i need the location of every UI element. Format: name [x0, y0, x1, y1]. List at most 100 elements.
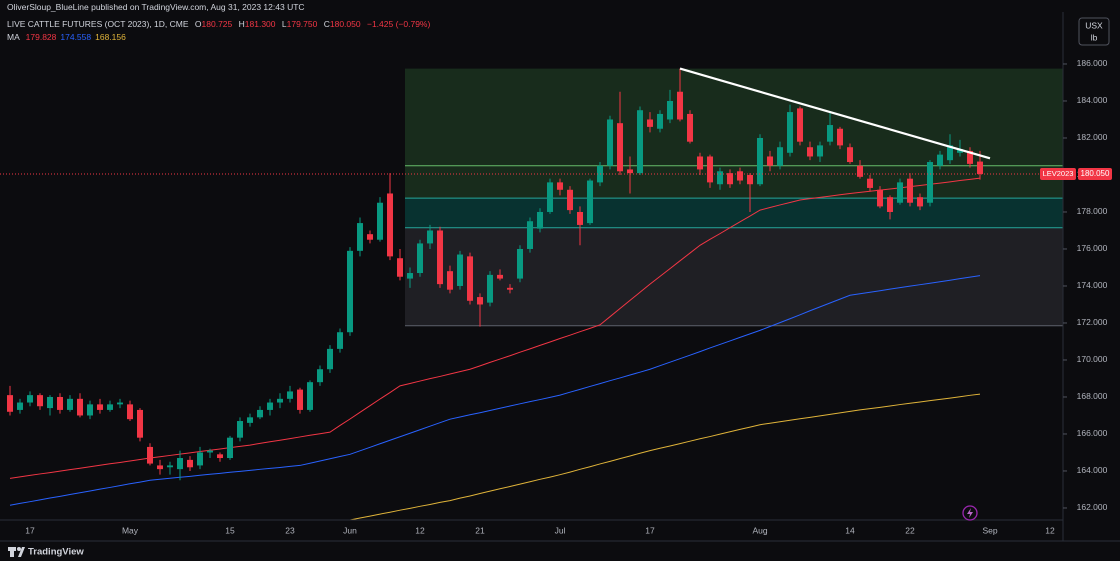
x-tick-label: 17 [25, 525, 35, 535]
candle-body [217, 454, 223, 459]
candle-body [467, 256, 473, 301]
y-tick-label: 174.000 [1077, 280, 1108, 290]
candle-body [577, 211, 583, 225]
candle-body [977, 161, 983, 175]
candle-body [847, 147, 853, 163]
candle-body [27, 395, 33, 403]
candle-body [287, 391, 293, 399]
candle-body [767, 156, 773, 166]
candle-body [7, 395, 13, 412]
candle-body [797, 108, 803, 142]
candle-body [757, 137, 763, 185]
ma-value: 174.558 [60, 32, 92, 42]
candle-body [267, 402, 273, 410]
candle-body [487, 274, 493, 303]
x-tick-label: 22 [905, 525, 915, 535]
x-tick-label: 12 [1045, 525, 1055, 535]
unit-label: lb [1091, 32, 1098, 42]
candle-body [247, 417, 253, 423]
candle-body [117, 402, 123, 405]
x-tick-label: Sep [982, 525, 997, 535]
candle-body [627, 169, 633, 174]
candle-body [587, 180, 593, 224]
candle-body [57, 396, 63, 410]
y-tick-label: 184.000 [1077, 95, 1108, 105]
y-tick-label: 172.000 [1077, 317, 1108, 327]
unit-label: USX [1085, 20, 1103, 30]
candle-body [437, 230, 443, 285]
candle-body [857, 165, 863, 177]
zone [405, 198, 1063, 228]
candle-body [387, 193, 393, 257]
symbol: LIVE CATTLE FUTURES (OCT 2023), 1D, CME [7, 19, 189, 29]
x-tick-label: 17 [645, 525, 655, 535]
candle-body [197, 452, 203, 466]
ohlc-value: 180.050 [329, 19, 361, 29]
x-tick-label: May [122, 525, 139, 535]
candle-body [407, 273, 413, 279]
candle-body [817, 145, 823, 157]
candle-body [147, 446, 153, 464]
candle-body [227, 437, 233, 459]
candle-body [667, 100, 673, 120]
x-tick-label: 23 [285, 525, 295, 535]
candle-body [377, 202, 383, 240]
candle-body [777, 147, 783, 166]
y-tick-label: 186.000 [1077, 58, 1108, 68]
ohlc-key: C [323, 19, 330, 29]
event-icon[interactable] [962, 505, 978, 521]
candle-body [427, 230, 433, 244]
y-tick-label: 178.000 [1077, 206, 1108, 216]
candle-body [207, 450, 213, 453]
ma-line [9, 275, 981, 506]
ma-line [9, 177, 981, 479]
candle-body [547, 182, 553, 212]
candle-body [37, 395, 43, 407]
candle-body [187, 459, 193, 468]
candle-body [807, 147, 813, 157]
candle-body [727, 173, 733, 185]
candle-body [537, 211, 543, 229]
candle-body [347, 250, 353, 333]
candle-body [457, 254, 463, 286]
candle-body [477, 297, 483, 305]
candle-body [567, 189, 573, 211]
x-tick-label: 12 [415, 525, 425, 535]
candle-body [707, 156, 713, 183]
candle-body [897, 182, 903, 203]
y-tick-label: 168.000 [1077, 391, 1108, 401]
footer-brand: TradingView [28, 547, 84, 558]
unit-box[interactable] [1078, 17, 1110, 46]
ma-value: 168.156 [95, 32, 126, 42]
indicator-name: MA [7, 32, 20, 42]
candle-body [937, 154, 943, 166]
candle-body [337, 332, 343, 349]
candle-body [127, 404, 133, 420]
candle-body [617, 123, 623, 172]
candle-body [527, 221, 533, 249]
ohlc-value: 181.300 [244, 19, 276, 29]
candle-body [277, 398, 283, 403]
price-tag [1078, 168, 1112, 181]
candle-body [737, 171, 743, 181]
candle-body [687, 113, 693, 142]
candle-body [657, 113, 663, 129]
price-name-tag [1040, 168, 1076, 181]
candle-body [497, 274, 503, 279]
candle-body [507, 287, 513, 290]
candle-body [557, 182, 563, 190]
candle-body [87, 404, 93, 416]
candle-body [137, 409, 143, 438]
y-tick-label: 170.000 [1077, 354, 1108, 364]
candle-body [867, 178, 873, 188]
candle-body [17, 402, 23, 410]
x-tick-label: 15 [225, 525, 235, 535]
publisher: OliverSloup_BlueLine published on Tradin… [7, 2, 305, 12]
candle-body [397, 258, 403, 277]
candle-body [827, 125, 833, 142]
candle-body [927, 162, 933, 203]
candle-body [167, 465, 173, 468]
candle-body [917, 197, 923, 207]
price-name: LEV2023 [1043, 169, 1074, 178]
